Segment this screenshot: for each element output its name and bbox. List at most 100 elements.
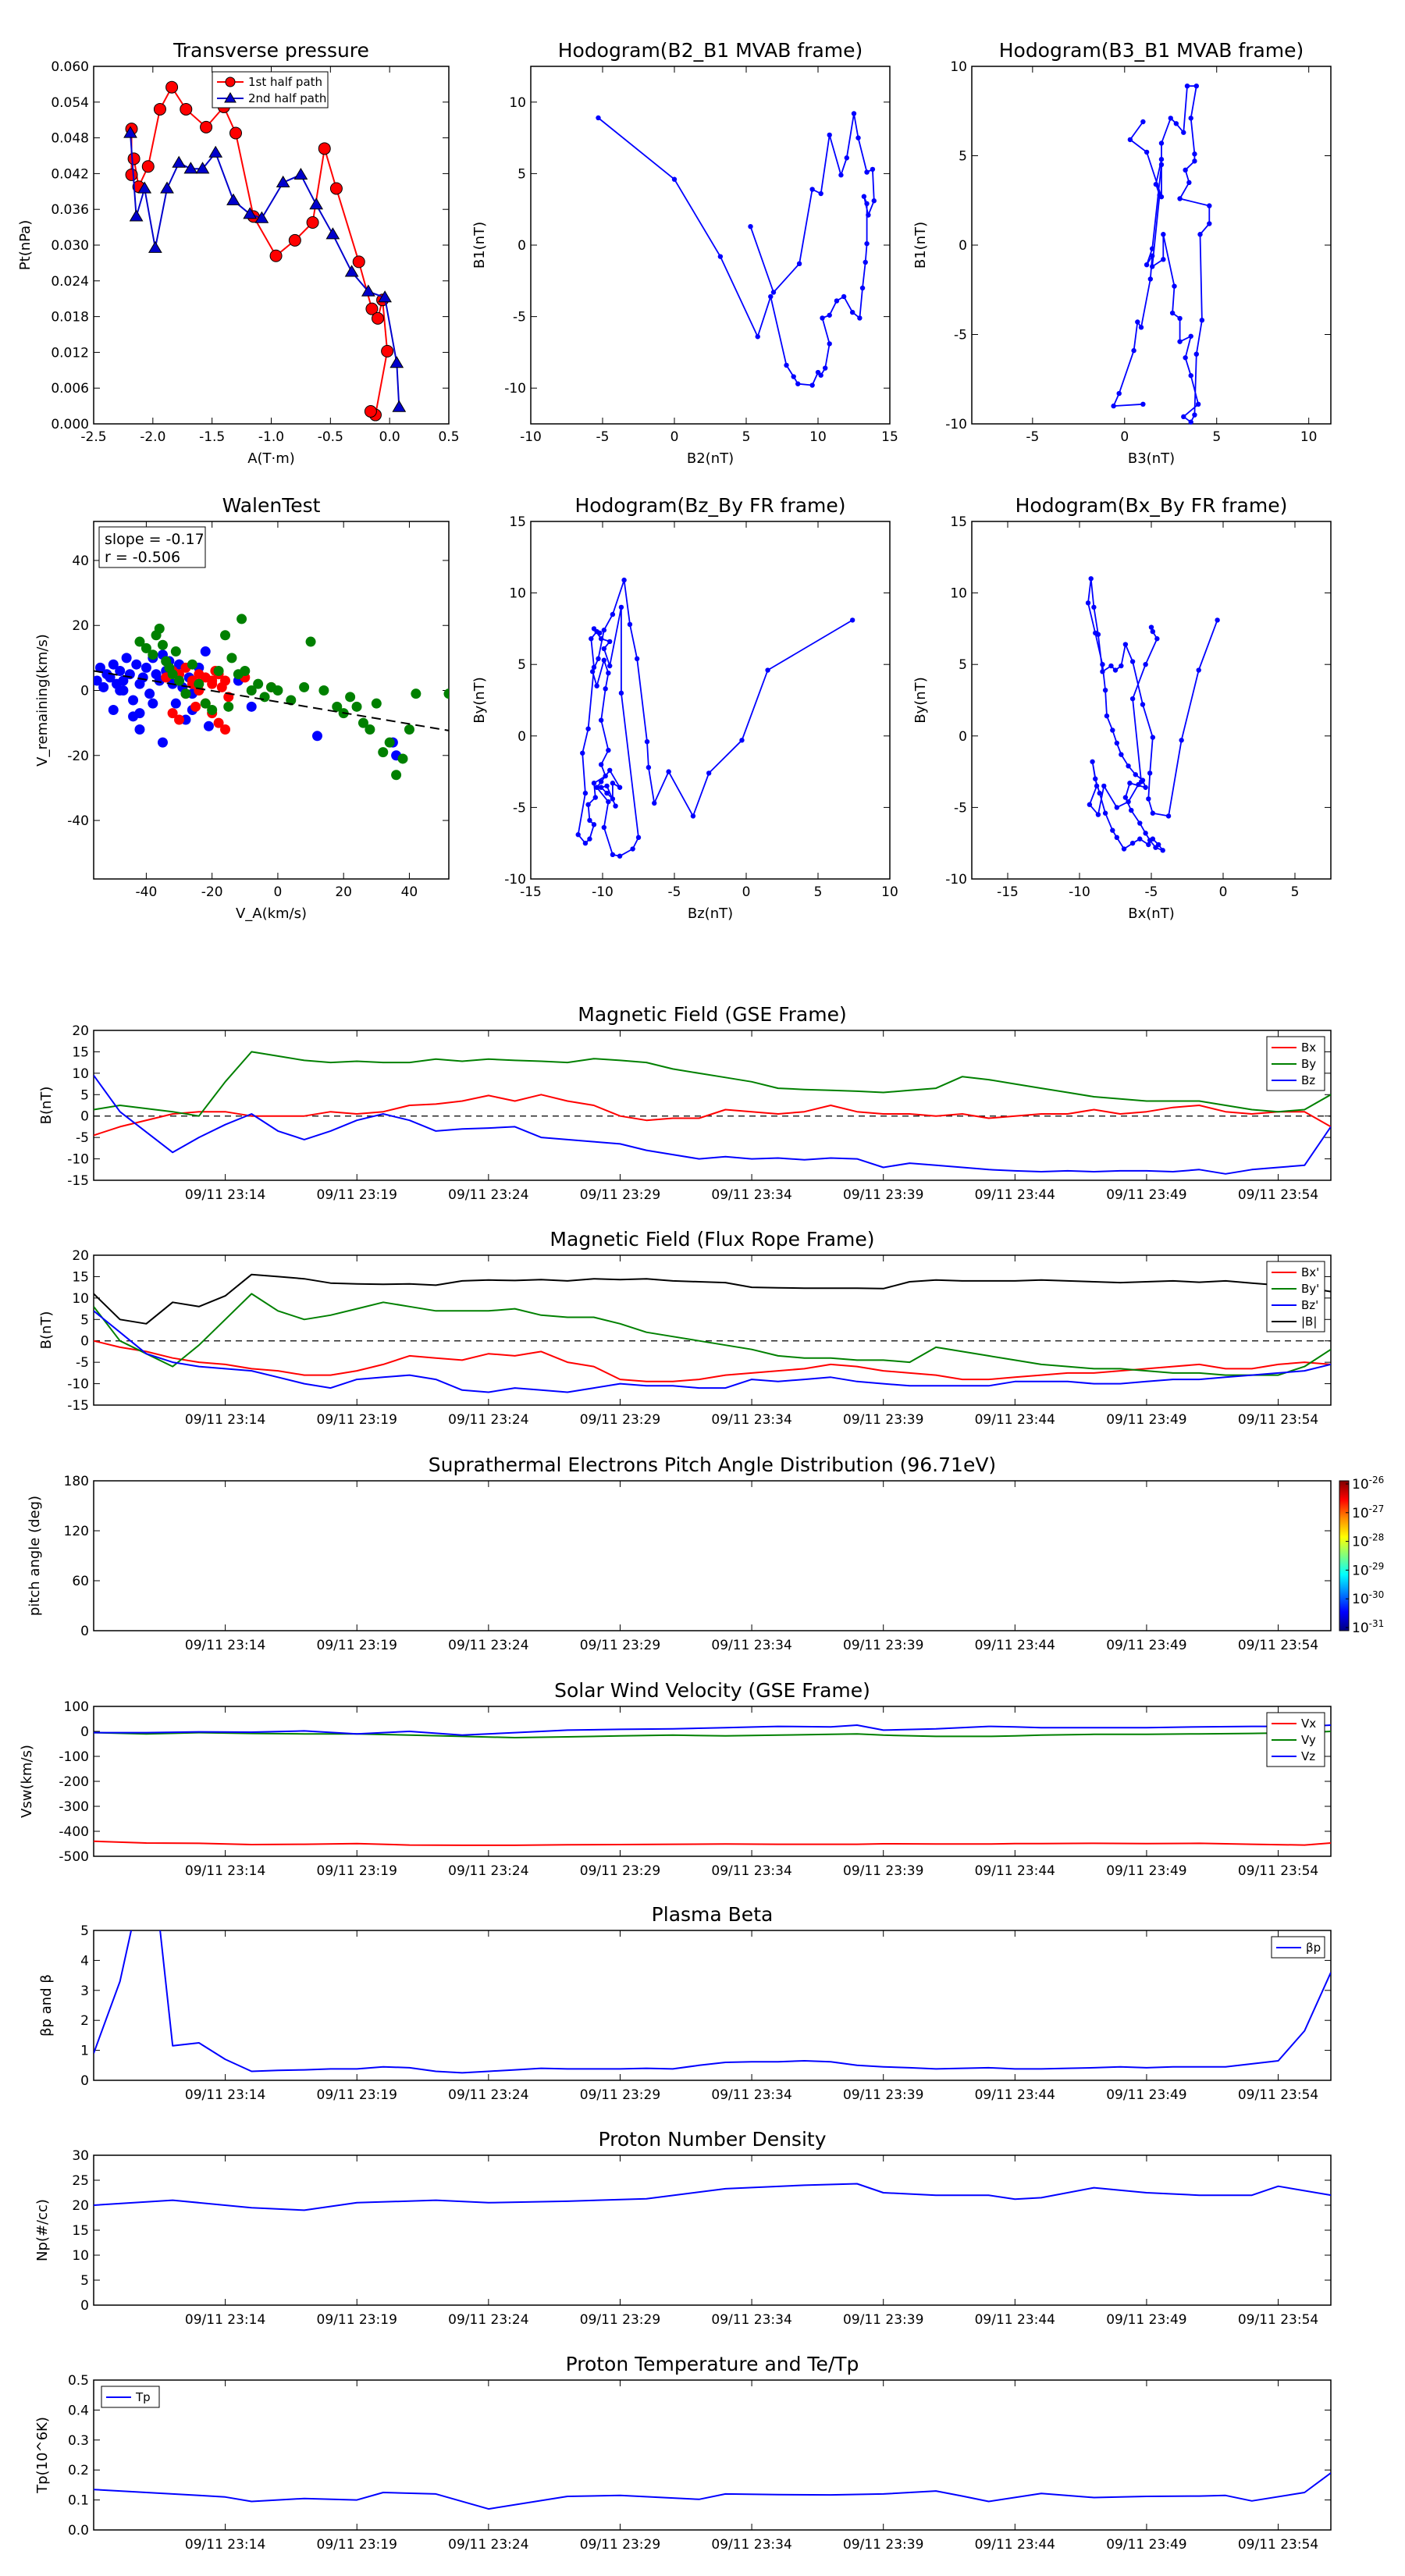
- hodogram-point: [1110, 728, 1115, 733]
- chart-title: Plasma Beta: [652, 1903, 774, 1926]
- series-2-marker: [172, 155, 187, 168]
- x-tick-label: 09/11 23:34: [711, 1863, 791, 1879]
- green-point: [170, 646, 181, 657]
- y-tick-label: 0.024: [51, 274, 89, 290]
- hodogram-point: [1110, 827, 1115, 833]
- annotation-line: slope = -0.17: [105, 531, 205, 548]
- y-tick-label: 0.006: [51, 381, 89, 397]
- hodogram-point: [820, 315, 825, 321]
- hodogram-point: [603, 686, 608, 692]
- hodogram-point: [1149, 264, 1155, 269]
- hodogram-point: [1192, 151, 1197, 157]
- hodogram-point: [606, 747, 611, 753]
- y-tick-label: 0.1: [68, 2493, 89, 2509]
- x-tick-label: 09/11 23:14: [185, 1187, 265, 1203]
- y-axis-label: B(nT): [38, 1087, 55, 1125]
- series-line-vz: [94, 1724, 1331, 1736]
- hodogram-point: [1165, 813, 1172, 819]
- hodogram-point: [597, 630, 603, 636]
- x-axis-label: B2(nT): [687, 450, 734, 467]
- hodogram-point: [1119, 663, 1124, 669]
- hodogram-point: [1161, 232, 1166, 237]
- series-line-bz: [94, 1310, 1331, 1393]
- y-axis-label: Vsw(km/s): [19, 1745, 35, 1818]
- hodogram-path: [597, 112, 875, 386]
- x-tick-label: 10: [1300, 429, 1318, 445]
- y-tick-label: -10: [945, 417, 967, 432]
- x-tick-label: 09/11 23:54: [1238, 2537, 1318, 2553]
- x-tick-label: 09/11 23:49: [1106, 1638, 1186, 1653]
- y-tick-label: 5: [518, 657, 526, 673]
- green-point: [140, 642, 151, 653]
- x-tick-label: 09/11 23:14: [185, 2312, 265, 2328]
- y-tick-label: 15: [72, 2223, 89, 2239]
- pt-panel: Transverse pressure -2.5 -2.0 -1.5 -1.0 -0.5 0…: [17, 39, 460, 467]
- series-line: [130, 86, 389, 416]
- hodogram-point: [855, 135, 861, 141]
- x-tick-label: 09/11 23:54: [1238, 1863, 1318, 1879]
- red-point: [167, 708, 178, 719]
- hodogram-point: [1116, 390, 1122, 397]
- colorbar-tick-base: 10: [1352, 1592, 1369, 1607]
- hodogram-point: [603, 773, 608, 779]
- y-tick-label: 0: [518, 238, 526, 254]
- y-tick-label: 0.048: [51, 131, 89, 147]
- green-point: [391, 770, 402, 781]
- hodogram-point: [1183, 355, 1188, 361]
- green-point: [384, 737, 395, 748]
- y-tick-label: 60: [72, 1574, 89, 1589]
- y-tick-label: -5: [76, 1130, 89, 1146]
- hodogram-point: [1192, 158, 1197, 164]
- hodogram-point: [1181, 414, 1186, 420]
- hodogram-point: [1126, 763, 1131, 769]
- green-point: [237, 614, 247, 624]
- series-line-vx: [94, 1840, 1331, 1846]
- chart-title: WalenTest: [222, 494, 321, 517]
- green-point: [443, 688, 449, 699]
- hodogram-point: [1101, 783, 1107, 789]
- x-tick-label: 09/11 23:14: [185, 1638, 265, 1653]
- y-tick-label: 100: [64, 1699, 89, 1715]
- mffr-panel: Magnetic Field (Flux Rope Frame) 09/11 23…: [38, 1228, 1332, 1428]
- x-tick-label: 09/11 23:44: [975, 1638, 1055, 1653]
- series-1-marker: [365, 302, 379, 315]
- hodogram-point: [784, 362, 789, 368]
- x-tick-label: 09/11 23:14: [185, 1412, 265, 1428]
- hodogram-point: [610, 852, 616, 858]
- x-tick-label: 09/11 23:29: [580, 2312, 660, 2328]
- chart-title: Hodogram(Bx_By FR frame): [1016, 494, 1288, 517]
- x-tick-label: 09/11 23:34: [711, 1187, 791, 1203]
- y-tick-label: 15: [72, 1269, 89, 1285]
- hodogram-point: [604, 783, 610, 789]
- x-tick-label: 09/11 23:44: [975, 1412, 1055, 1428]
- x-axis-label: A(T·m): [247, 450, 295, 467]
- x-tick-label: 09/11 23:34: [711, 1412, 791, 1428]
- hodogram-point: [1090, 759, 1095, 764]
- y-tick-label: 30: [72, 2148, 89, 2164]
- x-tick-label: 09/11 23:19: [317, 2312, 397, 2328]
- hodogram-point: [601, 657, 607, 663]
- hodogram-point: [1129, 841, 1136, 846]
- hodogram-point: [866, 212, 871, 218]
- y-tick-label: 0.036: [51, 202, 89, 218]
- vsw-panel: Solar Wind Velocity (GSE Frame) 09/11 23:…: [19, 1679, 1332, 1879]
- blue-point: [105, 672, 116, 683]
- x-tick-label: 5: [1212, 429, 1221, 445]
- hodogram-point: [1102, 810, 1108, 816]
- x-tick-label: 09/11 23:39: [843, 1638, 923, 1653]
- x-tick-label: 09/11 23:39: [843, 1187, 923, 1203]
- hodogram-point: [717, 254, 724, 259]
- series-1-marker: [288, 233, 301, 247]
- x-tick-label: -15: [520, 884, 542, 900]
- hodogram-point: [1153, 181, 1159, 187]
- blue-point: [115, 685, 126, 696]
- series-2-marker: [392, 400, 407, 412]
- colorbar-tick-label: 10-31: [1352, 1618, 1384, 1636]
- colorbar-tick-base: 10: [1352, 1477, 1369, 1493]
- y-tick-label: -300: [59, 1799, 89, 1815]
- hodogram-point: [1095, 812, 1101, 817]
- hodogram-point: [591, 822, 597, 827]
- hodogram-point: [1122, 795, 1129, 800]
- hodogram-point: [591, 664, 597, 671]
- y-tick-label: 0: [80, 1334, 89, 1350]
